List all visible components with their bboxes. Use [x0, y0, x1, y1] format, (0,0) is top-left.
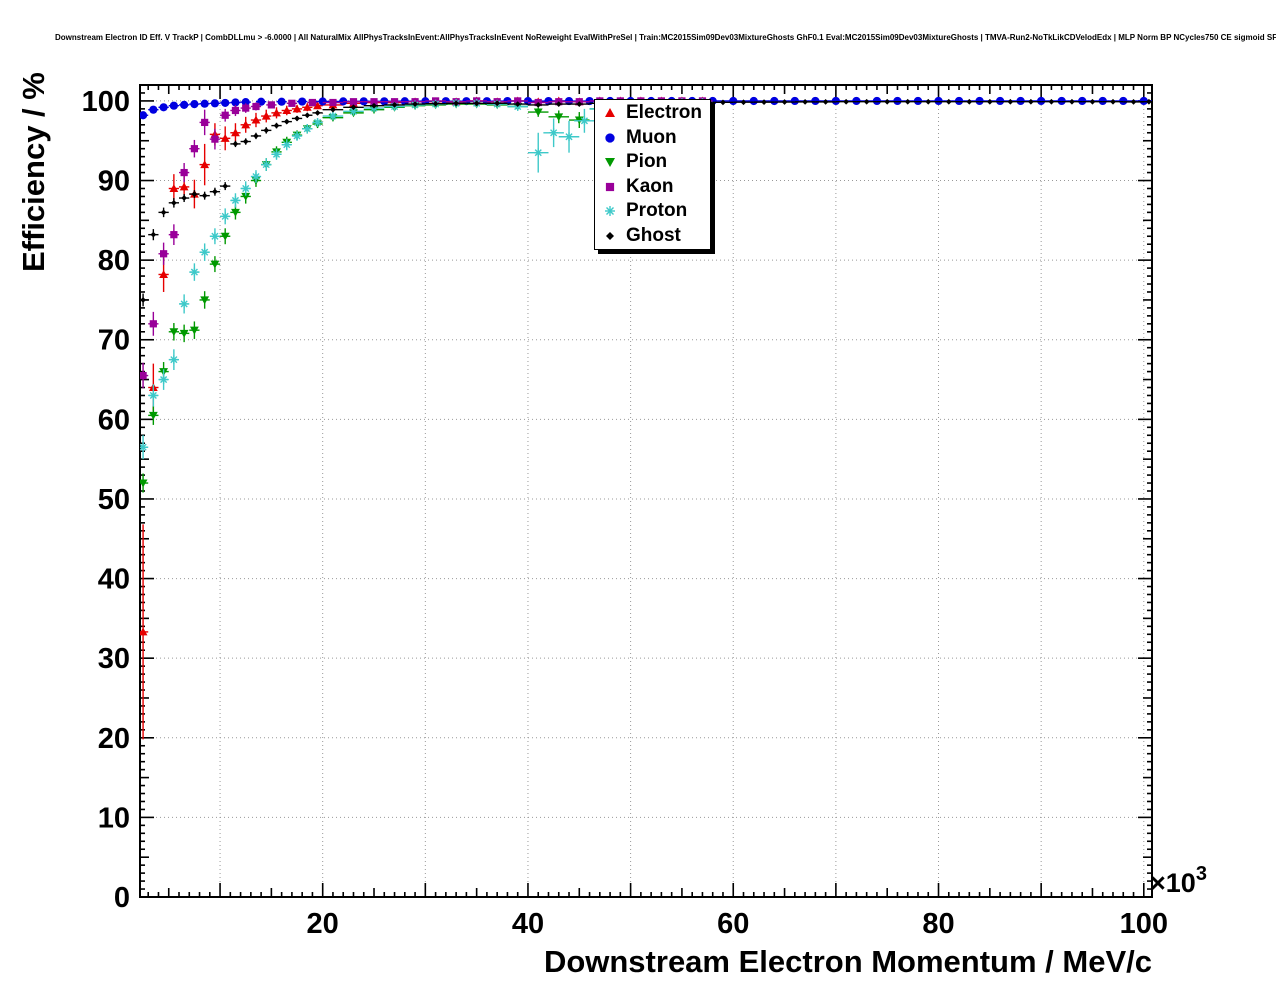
legend-entry-proton: Proton — [598, 199, 702, 224]
legend-label-electron: Electron — [626, 102, 703, 124]
plot-title: Downstream Electron ID Eff. V TrackP | C… — [55, 33, 1276, 42]
legend-label-muon: Muon — [626, 126, 677, 148]
pion-marker-icon — [605, 158, 615, 168]
x-tick-label: 100 — [1120, 908, 1168, 940]
y-tick-label: 80 — [98, 245, 130, 277]
x-tick-label: 40 — [512, 908, 544, 940]
y-tick-label: 60 — [98, 404, 130, 436]
plot-generated-layer: 20 40 60 80 100 0 10 20 30 40 50 60 70 80 90 100 — [82, 84, 1168, 940]
legend-label-proton: Proton — [626, 200, 688, 222]
x-axis-power-label: ×103 — [1150, 863, 1207, 898]
legend-label-kaon: Kaon — [626, 175, 674, 197]
y-tick-label: 40 — [98, 564, 130, 596]
electron-marker-icon — [605, 108, 615, 118]
y-tick-label: 0 — [114, 882, 130, 914]
x-tick-label: 60 — [717, 908, 749, 940]
ghost-marker-icon — [606, 231, 614, 240]
legend-entry-ghost: Ghost — [598, 224, 702, 249]
y-tick-label: 50 — [98, 484, 130, 516]
legend-entry-kaon: Kaon — [598, 175, 702, 200]
proton-marker-icon — [605, 206, 615, 217]
legend-label-pion: Pion — [626, 151, 668, 173]
y-tick-label: 20 — [98, 723, 130, 755]
legend-entry-pion: Pion — [598, 150, 702, 175]
x-axis-title: Downstream Electron Momentum / MeV/c — [544, 944, 1152, 979]
y-tick-label: 30 — [98, 643, 130, 675]
kaon-marker-icon — [605, 182, 615, 191]
legend-entry-electron: Electron — [598, 101, 702, 126]
muon-marker-icon — [605, 133, 615, 143]
legend: Electron Muon Pion Kaon Proton Ghost — [594, 99, 712, 250]
y-tick-label: 90 — [98, 166, 130, 198]
y-tick-label: 100 — [82, 86, 130, 118]
y-axis-title: Efficiency / % — [16, 72, 51, 272]
x-tick-label: 80 — [922, 908, 954, 940]
series-ghost — [140, 98, 1152, 307]
x-tick-label: 20 — [307, 908, 339, 940]
legend-label-ghost: Ghost — [626, 224, 681, 246]
y-tick-label: 10 — [98, 802, 130, 834]
legend-entry-muon: Muon — [598, 126, 702, 151]
y-tick-label: 70 — [98, 325, 130, 357]
